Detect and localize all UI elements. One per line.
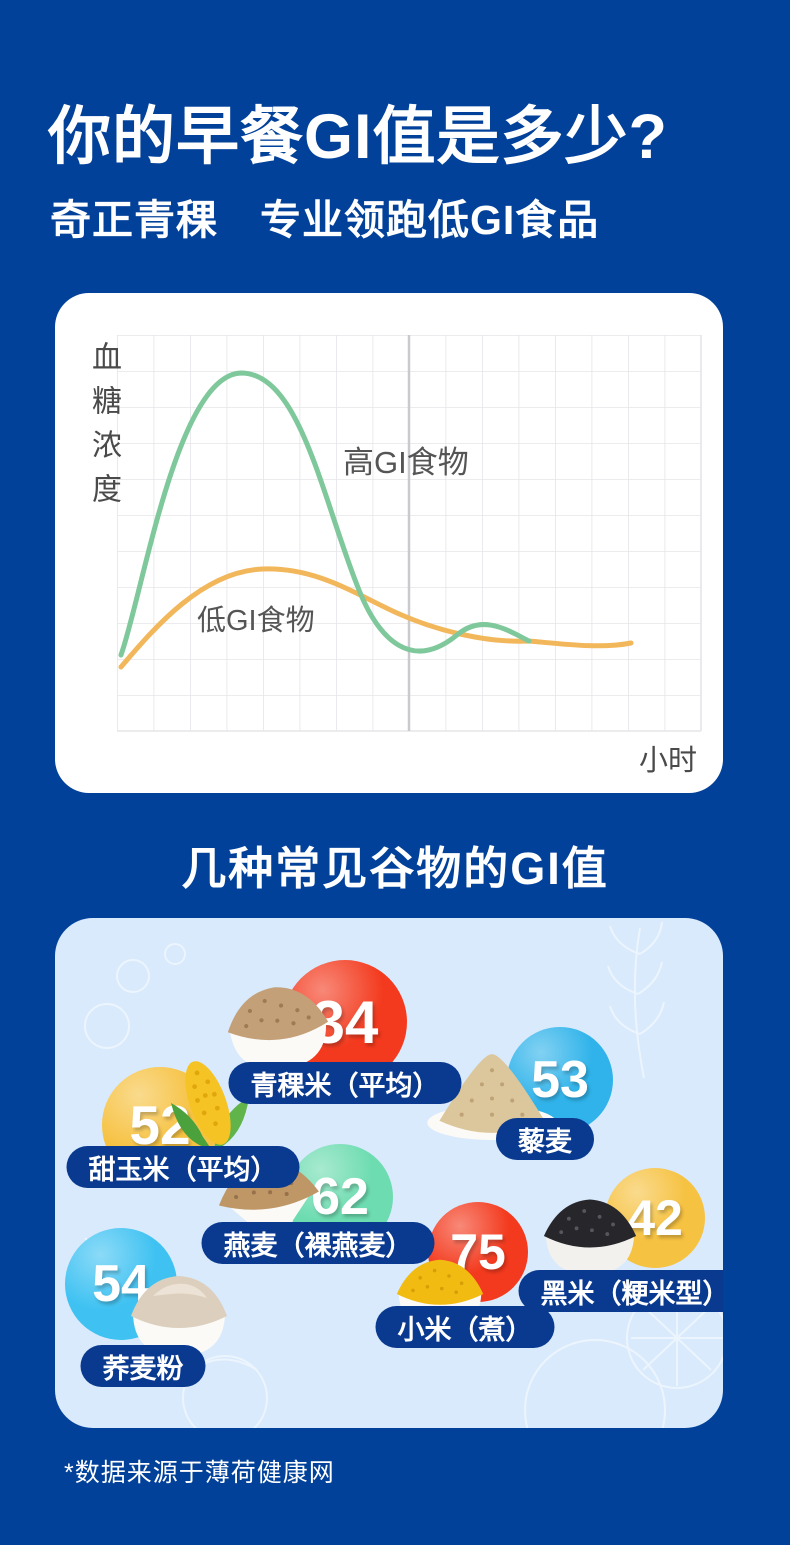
gi-value-oat: 62 [311,1168,369,1226]
buckwheat-flour-bowl-icon [131,1276,227,1356]
grain-label-black-rice: 黑米（粳米型） [518,1270,723,1312]
data-source-note: *数据来源于薄荷健康网 [64,1459,335,1487]
y-axis-label: 血糖浓度 [87,341,120,517]
gi-bubble-quinoa: 53 [507,1027,613,1133]
corn-cob-icon [171,1061,249,1151]
black-rice-bowl-icon [543,1199,637,1275]
high-gi-curve-label: 高GI食物 [343,445,469,480]
low-gi-curve-label: 低GI食物 [197,605,315,637]
gi-value-quinoa: 53 [531,1051,589,1109]
gi-value-black-rice: 42 [627,1190,683,1246]
page-title: 你的早餐GI值是多少? [48,102,668,172]
grain-label-barley: 青稞米（平均） [228,1062,462,1104]
gi-curve-chart-card: 血糖浓度 小时 高GI食物 低GI食物 [55,293,723,793]
gi-curve-chart [117,335,702,732]
grain-label-corn: 甜玉米（平均） [66,1146,300,1188]
x-axis-label: 小时 [639,745,698,777]
grain-label-quinoa: 藜麦 [496,1118,594,1160]
grain-label-oat: 燕麦（裸燕麦） [201,1222,435,1264]
grain-label-millet: 小米（煮） [375,1306,555,1348]
grain-label-buckwheat: 荞麦粉 [80,1345,206,1387]
barley-bowl-icon [227,987,329,1070]
page-subtitle: 奇正青稞 专业领跑低GI食品 [50,197,600,243]
section-title: 几种常见谷物的GI值 [181,843,609,894]
gi-bubble-millet: 75 [428,1202,528,1302]
low-gi-curve [118,566,634,670]
grain-gi-card: 34 青稞米（平均） 52 [55,918,723,1428]
high-gi-curve [118,370,532,658]
